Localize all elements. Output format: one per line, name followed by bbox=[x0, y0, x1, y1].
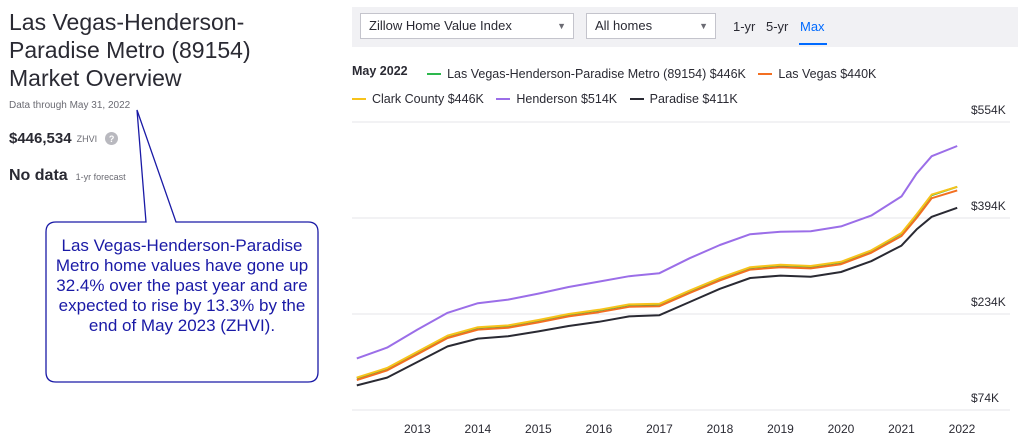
range-1yr-button[interactable]: 1-yr bbox=[733, 19, 756, 34]
x-tick-label: 2016 bbox=[586, 422, 613, 436]
forecast-label: 1-yr forecast bbox=[75, 172, 126, 182]
callout-bubble bbox=[45, 109, 319, 383]
x-tick-label: 2014 bbox=[465, 422, 492, 436]
series-line bbox=[356, 189, 958, 381]
x-tick-label: 2018 bbox=[707, 422, 734, 436]
index-select[interactable]: Zillow Home Value Index ▼ bbox=[360, 13, 574, 39]
legend-item: Las Vegas $440K bbox=[758, 63, 876, 85]
zhvi-label: ZHVI bbox=[76, 133, 98, 144]
legend-item: Henderson $514K bbox=[496, 88, 617, 110]
x-tick-label: 2013 bbox=[404, 422, 431, 436]
x-tick-label: 2021 bbox=[888, 422, 915, 436]
homes-select-value: All homes bbox=[595, 18, 653, 33]
legend-swatch bbox=[496, 98, 511, 100]
y-tick-label: $74K bbox=[971, 391, 999, 405]
data-through-date: Data through May 31, 2022 bbox=[9, 100, 131, 111]
legend-item: Clark County $446K bbox=[352, 88, 484, 110]
legend-swatch bbox=[427, 73, 442, 75]
legend-swatch bbox=[352, 98, 366, 100]
legend-item: Las Vegas-Henderson-Paradise Metro (8915… bbox=[427, 63, 746, 85]
chart-legend: May 2022 Las Vegas-Henderson-Paradise Me… bbox=[352, 60, 1012, 110]
x-tick-label: 2019 bbox=[767, 422, 794, 436]
range-max-button[interactable]: Max bbox=[800, 19, 825, 34]
legend-item: Paradise $411K bbox=[629, 88, 738, 110]
x-tick-label: 2017 bbox=[646, 422, 673, 436]
legend-swatch bbox=[758, 73, 773, 75]
index-select-value: Zillow Home Value Index bbox=[369, 18, 512, 33]
legend-label: Las Vegas-Henderson-Paradise Metro (8915… bbox=[447, 67, 746, 81]
chart-toolbar: Zillow Home Value Index ▼ All homes ▼ 1-… bbox=[352, 7, 1018, 47]
legend-label: Clark County $446K bbox=[372, 92, 484, 106]
series-line bbox=[356, 206, 958, 387]
y-tick-label: $554K bbox=[971, 103, 1006, 117]
y-tick-label: $234K bbox=[971, 295, 1006, 309]
legend-label: Paradise $411K bbox=[649, 92, 738, 106]
range-5yr-button[interactable]: 5-yr bbox=[766, 19, 789, 34]
series-line bbox=[356, 185, 958, 379]
active-range-indicator bbox=[799, 43, 827, 45]
series-line bbox=[356, 145, 958, 360]
y-tick-label: $394K bbox=[971, 199, 1006, 213]
x-tick-label: 2020 bbox=[828, 422, 855, 436]
callout-text: Las Vegas-Henderson-Paradise Metro home … bbox=[55, 236, 309, 335]
x-tick-label: 2022 bbox=[949, 422, 976, 436]
legend-swatch bbox=[629, 98, 644, 100]
chevron-down-icon: ▼ bbox=[557, 21, 566, 31]
help-icon[interactable]: ? bbox=[105, 132, 119, 145]
zhvi-value: $446,534 bbox=[9, 130, 72, 147]
forecast-value: No data bbox=[9, 167, 68, 184]
page-title: Las Vegas-Henderson-Paradise Metro (8915… bbox=[9, 9, 251, 91]
series-line bbox=[356, 185, 958, 380]
forecast-summary: No data 1-yr forecast bbox=[9, 167, 126, 185]
chevron-down-icon: ▼ bbox=[699, 21, 708, 31]
x-tick-label: 2015 bbox=[525, 422, 552, 436]
legend-label: Henderson $514K bbox=[516, 92, 618, 106]
legend-label: Las Vegas $440K bbox=[778, 67, 877, 81]
homes-select[interactable]: All homes ▼ bbox=[586, 13, 716, 39]
legend-date: May 2022 bbox=[352, 64, 408, 78]
zhvi-summary: $446,534 ZHVI ? bbox=[9, 130, 119, 147]
